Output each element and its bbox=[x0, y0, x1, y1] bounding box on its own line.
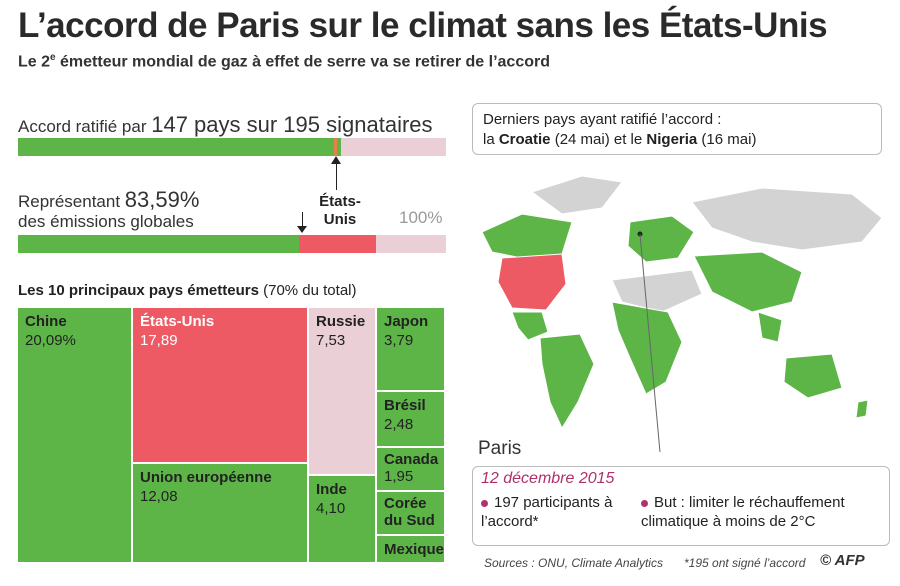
hundred-label: 100% bbox=[399, 208, 443, 227]
paris-bullet-2: But : limiter le réchauffement climatiqu… bbox=[641, 494, 845, 530]
bullet-icon bbox=[641, 499, 648, 507]
south-east-asia bbox=[757, 311, 783, 343]
emissions-bar bbox=[18, 235, 446, 253]
tile-chine: Chine 20,09% bbox=[18, 308, 133, 564]
footnote: *195 ont signé l’accord bbox=[684, 556, 806, 570]
paris-date: 12 décembre 2015 bbox=[481, 470, 615, 487]
ratification-bar bbox=[18, 138, 446, 156]
paris-box: 12 décembre 2015 197 participants à l’ac… bbox=[472, 466, 890, 546]
bullet-icon bbox=[481, 499, 488, 507]
russia bbox=[691, 187, 883, 251]
europe bbox=[627, 215, 695, 263]
south-america bbox=[539, 333, 595, 430]
page-title: L’accord de Paris sur le climat sans les… bbox=[18, 6, 828, 45]
info-box: Derniers pays ayant ratifié l’accord : l… bbox=[472, 103, 882, 155]
emissions-label: Représentant 83,59% des émissions global… bbox=[18, 187, 200, 232]
tile-mexique: Mexique bbox=[377, 536, 446, 564]
tile-union-europeenne: Union européenne 12,08 bbox=[133, 464, 309, 564]
africa bbox=[611, 301, 683, 395]
usa bbox=[497, 253, 567, 311]
page-subtitle: Le 2e émetteur mondial de gaz à effet de… bbox=[18, 52, 550, 71]
tile-etats-unis: États-Unis 17,89 bbox=[133, 308, 309, 464]
canada bbox=[481, 213, 573, 259]
tile-bresil: Brésil 2,48 bbox=[377, 392, 446, 448]
bracket-line bbox=[302, 212, 303, 230]
sources: Sources : ONU, Climate Analytics bbox=[484, 556, 663, 570]
paris-label: Paris bbox=[478, 438, 522, 459]
tile-canada: Canada 1,95 bbox=[377, 448, 446, 492]
new-zealand bbox=[855, 399, 869, 419]
world-map bbox=[481, 175, 883, 452]
greenland bbox=[530, 175, 623, 215]
us-arrow-icon bbox=[331, 156, 341, 164]
mexico bbox=[511, 311, 549, 341]
emissions-bar-fill bbox=[18, 235, 300, 253]
sahara bbox=[611, 269, 703, 313]
treemap: Chine 20,09% États-Unis 17,89 Union europé… bbox=[18, 308, 446, 564]
ratification-label: Accord ratifié par 147 pays sur 195 sign… bbox=[18, 112, 433, 137]
tile-coree-du-sud: Corée du Sud bbox=[377, 492, 446, 536]
bracket-arrow-icon bbox=[297, 226, 307, 233]
ratification-bar-fill bbox=[18, 138, 341, 156]
treemap-heading: Les 10 principaux pays émetteurs (70% du… bbox=[18, 282, 357, 299]
us-bar-label: États-Unis bbox=[319, 193, 361, 228]
info-line1: Derniers pays ayant ratifié l’accord : bbox=[483, 111, 722, 128]
us-arrow-line bbox=[336, 158, 337, 190]
tile-inde: Inde 4,10 bbox=[309, 476, 377, 564]
tile-japon: Japon 3,79 bbox=[377, 308, 446, 392]
tile-russie: Russie 7,53 bbox=[309, 308, 377, 476]
info-line2: la Croatie (24 mai) et le Nigeria (16 ma… bbox=[483, 131, 757, 148]
paris-pointer-line bbox=[639, 233, 661, 452]
asia bbox=[693, 251, 803, 313]
australia bbox=[783, 353, 843, 399]
us-marker bbox=[334, 138, 337, 156]
afp-logo: © AFP bbox=[820, 552, 865, 569]
paris-bullet-1: 197 participants à l’accord* bbox=[481, 494, 613, 530]
emissions-bar-us bbox=[299, 235, 376, 253]
